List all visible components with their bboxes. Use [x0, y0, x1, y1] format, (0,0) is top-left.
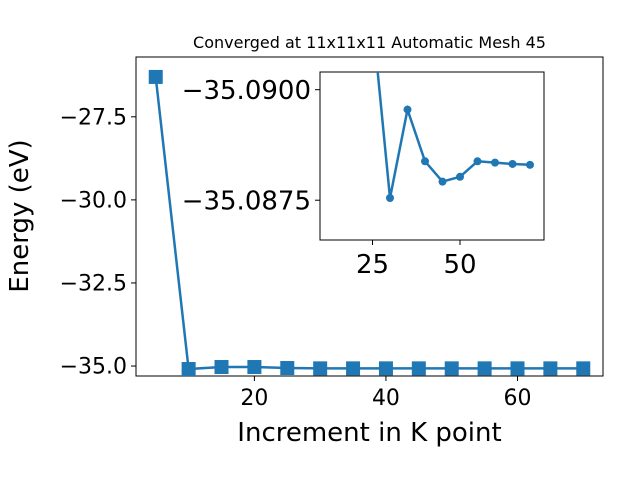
data-point [247, 360, 262, 375]
data-point [438, 177, 447, 186]
data-point [444, 361, 459, 376]
data-point [403, 105, 412, 114]
data-point [313, 361, 328, 376]
data-point [510, 361, 525, 376]
data-point [148, 69, 163, 84]
series-line [376, 72, 531, 199]
inset-series [376, 72, 534, 202]
main-series [148, 69, 591, 377]
data-point [280, 361, 295, 376]
data-point [491, 158, 499, 167]
chart-title: Converged at 11x11x11 Automatic Mesh 45 [193, 33, 546, 52]
x-tick-label: 50 [443, 250, 476, 280]
data-point [386, 194, 394, 202]
data-point [543, 361, 558, 376]
x-tick-label: 40 [372, 386, 400, 411]
y-tick-label: −35.0 [60, 355, 127, 380]
y-tick-label: −32.5 [60, 272, 127, 297]
inset-plot-frame [319, 71, 545, 241]
y-axis-label: Energy (eV) [5, 139, 35, 292]
y-tick-label: −30.0 [60, 189, 127, 214]
inset-axis-ticks: 25 50 −35.0900 −35.0875 [182, 76, 477, 280]
main-axis-ticks: 20 40 60 −27.5 −30.0 −32.5 −35.0 [60, 106, 532, 411]
x-tick-label: 25 [356, 250, 389, 280]
x-tick-label: 20 [240, 386, 268, 411]
y-tick-label: −35.0900 [182, 76, 311, 106]
data-point [181, 362, 196, 377]
data-point [508, 159, 517, 168]
y-tick-label: −27.5 [60, 106, 127, 131]
y-tick-label: −35.0875 [182, 186, 311, 216]
data-point [346, 361, 361, 376]
data-point [477, 361, 492, 376]
x-axis-label: Increment in K point [237, 418, 501, 448]
data-point [456, 172, 464, 181]
data-point [378, 361, 393, 376]
x-tick-label: 60 [503, 386, 531, 411]
data-point [411, 361, 426, 376]
data-point [526, 160, 534, 169]
data-point [576, 361, 591, 376]
data-point [214, 360, 229, 375]
data-point [473, 157, 482, 166]
main-plot-frame [135, 56, 604, 377]
data-point [421, 157, 429, 166]
